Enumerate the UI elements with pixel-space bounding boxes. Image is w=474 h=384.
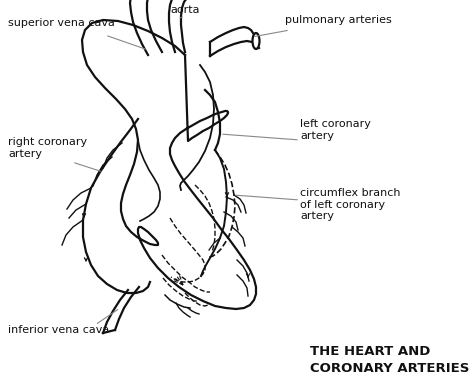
- Text: aorta: aorta: [170, 5, 200, 15]
- Text: circumflex branch
of left coronary
artery: circumflex branch of left coronary arter…: [300, 188, 401, 221]
- Text: inferior vena cava: inferior vena cava: [8, 325, 109, 335]
- Ellipse shape: [253, 33, 259, 49]
- Text: left coronary
artery: left coronary artery: [300, 119, 371, 141]
- Text: superior vena cava: superior vena cava: [8, 18, 115, 28]
- Text: right coronary
artery: right coronary artery: [8, 137, 87, 159]
- Text: CORONARY ARTERIES: CORONARY ARTERIES: [310, 362, 469, 375]
- Polygon shape: [82, 20, 256, 309]
- Text: THE HEART AND: THE HEART AND: [310, 345, 430, 358]
- Text: pulmonary arteries: pulmonary arteries: [285, 15, 392, 25]
